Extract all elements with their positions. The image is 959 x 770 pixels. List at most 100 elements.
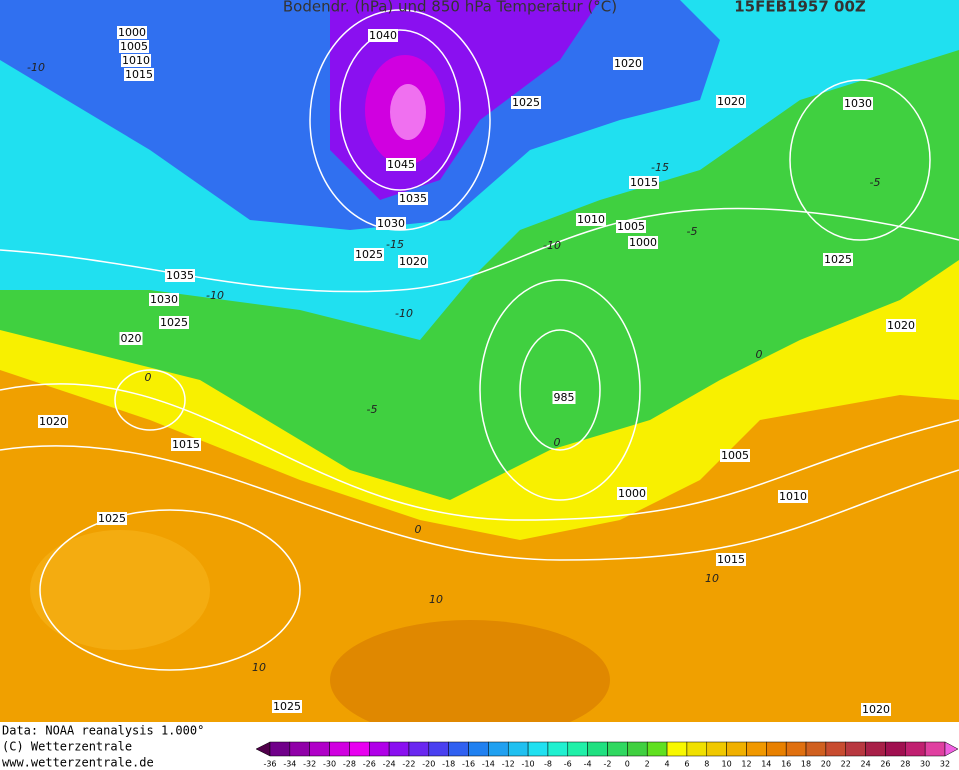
colorbar-label: -30 bbox=[323, 760, 336, 769]
isobar-label-box bbox=[617, 487, 647, 500]
colorbar-label: -36 bbox=[263, 760, 276, 769]
isobar-label-text: 1025 bbox=[824, 253, 852, 266]
colorbar-label: 20 bbox=[821, 760, 831, 769]
colorbar-label: 8 bbox=[704, 760, 709, 769]
isobar-label-box bbox=[576, 213, 606, 226]
isobar-label: 1035 bbox=[165, 269, 195, 282]
isobar-label-text: 1040 bbox=[369, 29, 397, 42]
isobar-label: 1025 bbox=[823, 253, 853, 266]
colorbar-label: 6 bbox=[684, 760, 689, 769]
colorbar-label: 30 bbox=[920, 760, 930, 769]
isobar-label: 1015 bbox=[171, 438, 201, 451]
isobar-label-text: 1045 bbox=[387, 158, 415, 171]
colorbar-label: -8 bbox=[544, 760, 552, 769]
isotherm-label: -10 bbox=[206, 289, 224, 302]
isobar-label: 1025 bbox=[272, 700, 302, 713]
colorbar-label: 22 bbox=[841, 760, 851, 769]
colorbar-label: -6 bbox=[564, 760, 572, 769]
isobar-label-text: 020 bbox=[121, 332, 142, 345]
isobar-label-text: 1000 bbox=[629, 236, 657, 249]
isobar-label-text: 1020 bbox=[39, 415, 67, 428]
colorbar-swatch bbox=[766, 741, 787, 757]
colorbar-swatch bbox=[666, 741, 688, 757]
isobar-label-box bbox=[720, 449, 750, 462]
isobar-label-text: 1020 bbox=[399, 255, 427, 268]
isobar-label-box bbox=[97, 512, 127, 525]
isobar-label-text: 1020 bbox=[862, 703, 890, 716]
colorbar-label: 16 bbox=[781, 760, 791, 769]
isotherm-label: -15 bbox=[386, 238, 404, 251]
isobar-label-box bbox=[616, 220, 646, 233]
colorbar-arrow bbox=[944, 741, 959, 757]
isobar-label-text: 1020 bbox=[614, 57, 642, 70]
isobar-label-text: 1035 bbox=[399, 192, 427, 205]
isobar-label: 1020 bbox=[613, 57, 643, 70]
isobar-label: 1020 bbox=[716, 95, 746, 108]
isobar-label: 1010 bbox=[778, 490, 808, 503]
isobar-label-text: 1005 bbox=[120, 40, 148, 53]
isobar-label: 1020 bbox=[861, 703, 891, 716]
colorbar-swatch bbox=[587, 741, 608, 757]
colorbar-swatch bbox=[388, 741, 410, 757]
colorbar-swatch bbox=[905, 741, 926, 757]
map-field bbox=[0, 0, 959, 722]
isobar-label-text: 1005 bbox=[721, 449, 749, 462]
colorbar-swatch bbox=[428, 741, 449, 757]
isotherm-label: 0 bbox=[415, 523, 422, 536]
colorbar-label: -12 bbox=[502, 760, 515, 769]
isotherm-label: 10 bbox=[252, 661, 266, 674]
colorbar-swatch bbox=[349, 741, 370, 757]
isobar-label-box bbox=[38, 415, 68, 428]
isobar-label-text: 1010 bbox=[779, 490, 807, 503]
colorbar-label: 12 bbox=[741, 760, 751, 769]
colorbar-label: -2 bbox=[604, 760, 612, 769]
isobar-label: 1015 bbox=[629, 176, 659, 189]
isobar-label: 1025 bbox=[511, 96, 541, 109]
isobar-label-text: 1020 bbox=[887, 319, 915, 332]
colorbar-swatch bbox=[785, 741, 807, 757]
isobar-label: 1030 bbox=[149, 293, 179, 306]
isobar-label: 1020 bbox=[38, 415, 68, 428]
colorbar-swatch bbox=[865, 741, 886, 757]
timestamp: 15FEB1957 00Z bbox=[734, 0, 866, 16]
colorbar-swatch bbox=[448, 741, 469, 757]
isobar-label-text: 985 bbox=[554, 391, 575, 404]
isobar-label-box bbox=[117, 26, 147, 39]
isobar-label: 1015 bbox=[716, 553, 746, 566]
isobar-label-box bbox=[843, 97, 873, 110]
isobar-label-text: 1025 bbox=[273, 700, 301, 713]
colorbar-swatch bbox=[646, 741, 668, 757]
colorbar-swatch bbox=[746, 741, 767, 757]
colorbar-swatch bbox=[607, 741, 628, 757]
isobar-label: 1045 bbox=[386, 158, 416, 171]
isobar-label-text: 1010 bbox=[122, 54, 150, 67]
isobar-label-text: 1000 bbox=[118, 26, 146, 39]
colorbar-label: 4 bbox=[665, 760, 670, 769]
isobar-label: 1015 bbox=[124, 68, 154, 81]
isobar-label-text: 1035 bbox=[166, 269, 194, 282]
isotherm-label: 0 bbox=[145, 371, 152, 384]
colorbar-swatch bbox=[309, 741, 330, 757]
isobar-label-text: 1025 bbox=[160, 316, 188, 329]
colorbar-label: -10 bbox=[522, 760, 535, 769]
isobar-label: 1035 bbox=[398, 192, 428, 205]
colorbar-swatch bbox=[488, 741, 509, 757]
isobar-label-box bbox=[386, 158, 416, 171]
isobar-label: 1005 bbox=[616, 220, 646, 233]
website: www.wetterzentrale.de bbox=[2, 756, 154, 770]
colorbar-swatch bbox=[726, 741, 747, 757]
colorbar-swatch bbox=[289, 741, 310, 757]
colorbar-label: -26 bbox=[363, 760, 376, 769]
colorbar-swatch bbox=[805, 741, 827, 757]
isobar-label-text: 1025 bbox=[355, 248, 383, 261]
colorbar-label: -20 bbox=[422, 760, 435, 769]
isotherm-label: -5 bbox=[687, 225, 698, 238]
isobar-label-text: 1020 bbox=[717, 95, 745, 108]
colorbar-label: 14 bbox=[761, 760, 771, 769]
colorbar-swatch bbox=[686, 741, 708, 757]
colorbar-swatch bbox=[369, 741, 390, 757]
colorbar-swatch bbox=[706, 741, 727, 757]
colorbar-label: -18 bbox=[442, 760, 455, 769]
colorbar-label: 2 bbox=[645, 760, 650, 769]
